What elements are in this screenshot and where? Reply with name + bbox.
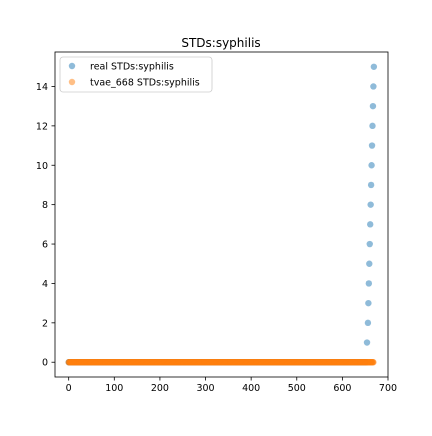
legend-box <box>59 56 213 93</box>
x-tick-label: 300 <box>196 383 214 394</box>
data-point <box>365 280 373 287</box>
x-tick-label: 0 <box>66 383 72 394</box>
y-tick-label: 0 <box>42 358 48 369</box>
chart-title: STDs:syphilis <box>181 36 260 50</box>
y-tick-label: 6 <box>42 240 48 251</box>
data-point <box>370 63 378 70</box>
x-tick-label: 100 <box>105 383 123 394</box>
data-point <box>363 339 371 346</box>
data-point <box>370 83 377 90</box>
y-tick-label: 8 <box>42 200 48 211</box>
legend: real STDs:syphilis tvae_668 STDs:syphili… <box>59 56 213 93</box>
y-tick-label: 12 <box>36 121 48 132</box>
legend-marker-real <box>68 62 76 70</box>
data-point <box>364 319 372 327</box>
data-point <box>367 221 374 228</box>
data-point <box>368 162 375 169</box>
x-tick-label: 700 <box>379 383 397 394</box>
data-point <box>367 181 375 189</box>
data-point <box>366 240 373 248</box>
x-tick-label: 400 <box>242 383 260 394</box>
x-tick-label: 500 <box>288 383 306 394</box>
data-point <box>366 260 373 267</box>
series-1 <box>65 359 377 366</box>
y-tick-label: 4 <box>42 279 48 290</box>
points-layer <box>65 63 378 366</box>
data-point <box>365 299 372 307</box>
legend-marker-synthetic <box>68 78 76 86</box>
data-point <box>369 122 376 130</box>
y-tick-label: 10 <box>36 161 48 172</box>
axes-layer: 0 100 200 300 400 500 600 700 0 2 4 6 8 10 12 14 <box>36 82 397 394</box>
legend-label-real: real STDs:syphilis <box>90 62 174 73</box>
x-tick-label: 200 <box>151 383 169 394</box>
plot-area <box>55 52 388 377</box>
y-tick-label: 14 <box>36 82 48 93</box>
data-point <box>370 359 377 366</box>
plot-frame <box>54 51 389 378</box>
data-point <box>369 102 377 110</box>
y-tick-label: 2 <box>42 318 48 329</box>
legend-label-synthetic: tvae_668 STDs:syphilis <box>90 78 200 89</box>
x-tick-label: 600 <box>333 383 351 394</box>
data-point <box>367 201 374 208</box>
data-point <box>368 142 376 149</box>
